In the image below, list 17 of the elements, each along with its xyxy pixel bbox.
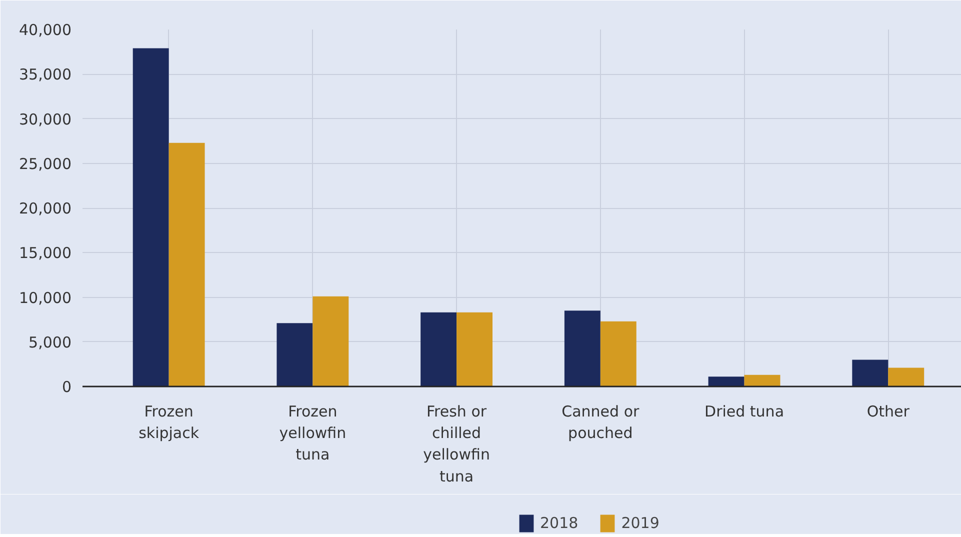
y-tick-label: 40,000 [19, 21, 72, 39]
x-tick-label: Dried tuna [704, 402, 784, 420]
y-tick-label: 10,000 [19, 288, 72, 307]
y-tick-label: 0 [62, 378, 72, 396]
y-tick-label: 35,000 [19, 66, 72, 84]
y-tick-label: 30,000 [19, 110, 72, 128]
x-tick-label: Frozen yellowfin tuna [279, 402, 346, 464]
y-tick-label: 5,000 [28, 333, 72, 352]
x-tick-label: Other [866, 402, 910, 420]
x-tick-label: Frozen skipjack [138, 402, 200, 442]
y-tick-label: 15,000 [19, 244, 72, 262]
y-tick-label: 20,000 [19, 200, 72, 218]
y-tick-label: 25,000 [19, 154, 72, 173]
x-tick-label: Canned or pouched [562, 402, 640, 442]
legend-label: 2019 [621, 514, 660, 532]
legend-label: 2018 [540, 514, 578, 532]
x-tick-label: Fresh or chilled yellowfin tuna [423, 402, 490, 486]
